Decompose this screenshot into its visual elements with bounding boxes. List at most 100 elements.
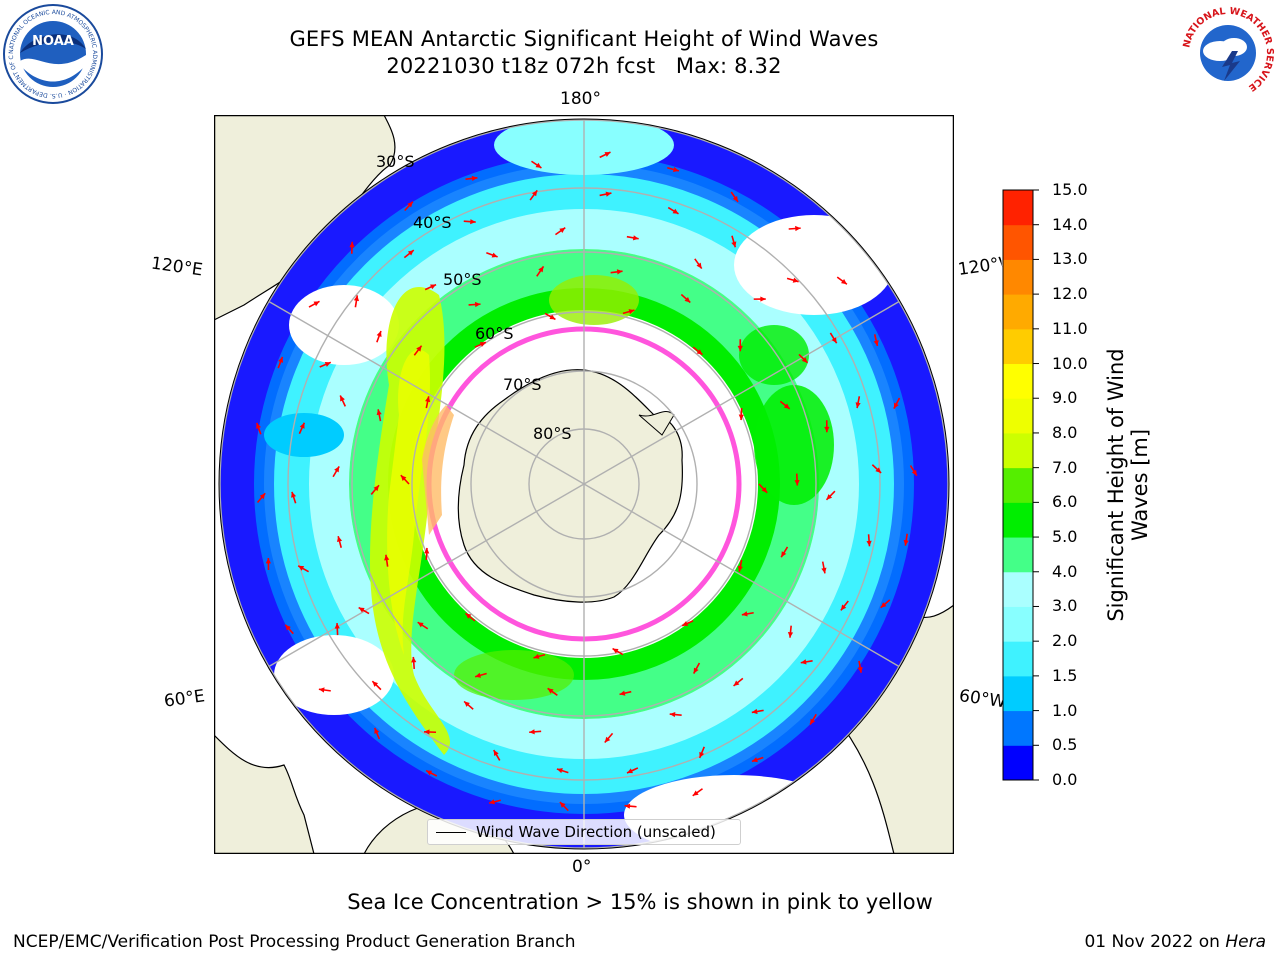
colorbar-tick-label: 3.0	[1052, 596, 1078, 616]
colorbar-segment	[1003, 571, 1033, 607]
lat-label-30s: 30°S	[376, 152, 415, 171]
wave-arrow-head	[299, 422, 305, 429]
wave-arrow-head	[911, 469, 917, 476]
wave-arrow-head	[821, 567, 827, 574]
wave-arrow-head	[792, 277, 799, 283]
lat-label-60s: 60°S	[475, 324, 514, 343]
colorbar-segment	[1003, 502, 1033, 538]
wave-arrow-head	[866, 540, 872, 547]
antarctica	[457, 369, 683, 603]
wave-arrow-head	[626, 768, 633, 774]
wave-arrow-head	[491, 252, 498, 258]
wave-arrow-head	[760, 296, 766, 302]
wave-arrow-head	[682, 621, 689, 626]
wave-arrow-head	[857, 666, 863, 673]
wave-arrow-head	[616, 269, 623, 275]
wave-arrow-head	[781, 551, 787, 558]
wave-arrow-head	[372, 681, 379, 687]
wave-arrow-head	[801, 357, 808, 363]
wave-arrow-head	[349, 241, 355, 248]
wave-arrow-head	[873, 340, 879, 346]
wave-arrow-head	[824, 426, 830, 433]
colorbar-segment	[1003, 363, 1033, 399]
wave-arrow-head	[337, 536, 343, 543]
wave-arrow-head	[672, 208, 679, 214]
colorbar	[1002, 189, 1039, 781]
noaa-logo: NATIONAL OCEANIC AND ATMOSPHERIC ADMINIS…	[0, 0, 104, 105]
lat-label-50s: 50°S	[443, 270, 482, 289]
wave-arrow-head	[559, 227, 566, 233]
colorbar-segment	[1003, 710, 1033, 746]
wave-arrow-head	[738, 414, 744, 421]
wave-arrow-head	[559, 802, 566, 808]
wave-arrow-head	[358, 607, 365, 613]
wave-arrow-head	[800, 659, 807, 665]
wave-arrow-head	[376, 331, 382, 337]
wave-arrow-head	[628, 309, 635, 315]
wave-arrow-head	[672, 166, 679, 172]
wave-arrow-head	[696, 349, 703, 355]
colorbar-tick-label: 15.0	[1052, 180, 1088, 199]
meridian-label-0: 0°	[572, 857, 592, 877]
colorbar-segment	[1003, 224, 1033, 260]
wave-arrow-head	[353, 295, 360, 302]
wave-arrow-head	[425, 396, 431, 403]
wave-arrow-head	[696, 262, 702, 269]
wave-arrow-head	[259, 493, 266, 500]
colorbar-tick-label: 8.0	[1052, 422, 1078, 442]
wave-arrow-head	[430, 284, 437, 290]
wave-arrow-head	[787, 632, 794, 638]
wave-arrow-head	[417, 622, 424, 628]
wave-arrow-head	[474, 301, 481, 308]
lat-label-80s: 80°S	[533, 424, 572, 443]
colorbar-tick-label: 0.5	[1052, 735, 1078, 755]
wave-arrow-head	[407, 250, 414, 256]
wave-arrow-head	[411, 656, 417, 663]
meridian-label-60e: 60°E	[162, 686, 207, 712]
wave-arrow-head	[464, 701, 470, 707]
colorbar-tick-label: 6.0	[1052, 492, 1078, 512]
meridian-label-120e: 120°E	[149, 253, 204, 281]
wave-arrow-head	[291, 491, 297, 498]
lat-label-70s: 70°S	[503, 375, 542, 394]
colorbar-title: Significant Height of Wind Waves [m]	[1104, 348, 1152, 622]
wave-arrow-head	[424, 547, 430, 554]
colorbar-tick-label: 9.0	[1052, 388, 1078, 408]
credit-line: NCEP/EMC/Verification Post Processing Pr…	[13, 932, 576, 952]
colorbar-segment	[1003, 328, 1033, 365]
legend-line	[436, 831, 466, 833]
meridian-label-60w: 60°W	[957, 686, 1005, 712]
wind-wave-arrows	[255, 151, 918, 812]
wave-arrow-head	[605, 191, 612, 197]
wave-arrow-head	[549, 314, 556, 320]
polar-map	[214, 115, 954, 854]
colorbar-tick-label: 10.0	[1052, 353, 1088, 373]
wave-arrow-head	[493, 750, 499, 757]
wave-arrow-head	[479, 342, 486, 347]
wave-arrow-head	[612, 648, 619, 654]
wave-arrow-head	[604, 736, 611, 743]
wave-arrow-head	[731, 241, 737, 248]
map-legend: Wind Wave Direction (unscaled)	[427, 819, 741, 845]
colorbar-segment	[1003, 259, 1033, 295]
colorbar-segment	[1003, 190, 1033, 226]
wave-arrow-head	[313, 301, 320, 307]
wave-arrow-head	[426, 770, 433, 776]
svg-text:NOAA: NOAA	[32, 34, 74, 49]
wave-arrow-head	[538, 266, 544, 273]
wave-arrow-head	[669, 711, 676, 718]
sea-ice-note: Sea Ice Concentration > 15% is shown in …	[347, 890, 933, 914]
colorbar-segment	[1003, 745, 1033, 781]
wave-arrow-head	[761, 487, 768, 493]
wave-arrow-head	[831, 337, 837, 344]
wave-arrow-head	[535, 162, 542, 168]
colorbar-tick-label: 2.0	[1052, 631, 1078, 651]
wave-arrow-head	[416, 345, 422, 352]
wave-arrow-head	[692, 790, 699, 796]
wave-arrow-head	[376, 409, 382, 416]
wave-arrow-head	[693, 667, 699, 674]
wave-arrow-head	[855, 402, 861, 409]
wave-arrow-head	[556, 768, 563, 774]
wave-arrow-head	[794, 480, 800, 486]
colorbar-segment	[1003, 294, 1033, 330]
